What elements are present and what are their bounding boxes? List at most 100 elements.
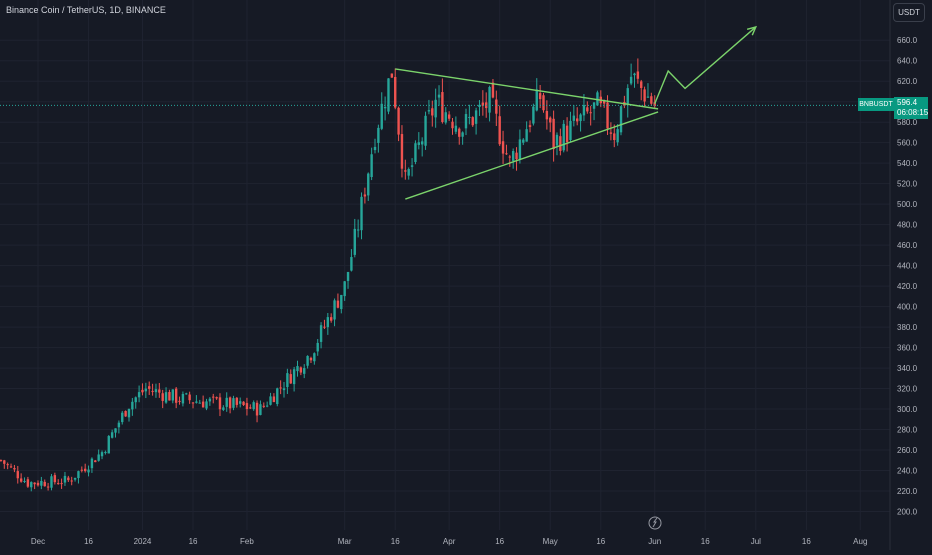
candle-body <box>9 466 13 468</box>
y-tick-label: 500.0 <box>897 200 918 209</box>
candle-body <box>404 170 407 172</box>
candle-body <box>252 402 255 410</box>
x-tick-label: 16 <box>391 537 400 546</box>
candle-body <box>390 73 394 78</box>
x-tick-label: Aug <box>853 537 867 546</box>
candle-body <box>383 106 387 109</box>
candle-body <box>565 125 569 143</box>
x-tick-label: 2024 <box>134 537 152 546</box>
candle-body <box>410 165 414 167</box>
candle-body <box>640 81 643 88</box>
candle-body <box>495 99 498 114</box>
ticker-label: BNBUSDT <box>858 98 894 111</box>
candle-body <box>511 151 515 161</box>
candle-body <box>549 117 552 123</box>
candle-body <box>528 125 532 127</box>
candle-body <box>437 94 441 98</box>
y-tick-label: 560.0 <box>897 139 918 148</box>
candle-body <box>225 397 228 407</box>
x-tick-label: Jun <box>648 537 661 546</box>
candle-body <box>57 483 60 485</box>
candle-body <box>576 118 579 122</box>
candle-body <box>525 129 528 142</box>
candle-body <box>582 105 586 116</box>
candle-body <box>212 396 215 398</box>
candle-body <box>73 477 77 480</box>
candle-body <box>555 134 559 146</box>
candle-body <box>124 410 127 417</box>
candle-body <box>545 111 549 120</box>
y-tick-label: 360.0 <box>897 344 918 353</box>
y-tick-label: 660.0 <box>897 36 918 45</box>
candle-body <box>481 102 485 106</box>
candle-body <box>613 133 616 141</box>
x-tick-label: Mar <box>338 537 352 546</box>
candle-body <box>269 396 272 405</box>
candle-body <box>198 402 201 404</box>
candle-body <box>97 454 100 461</box>
candle-body <box>178 400 181 402</box>
candle-body <box>100 452 104 457</box>
lightning-icon <box>652 517 658 528</box>
candle-body <box>498 116 501 145</box>
candle-body <box>148 386 151 389</box>
candle-body <box>222 407 225 410</box>
candle-body <box>131 401 134 410</box>
candle-body <box>535 89 538 111</box>
candle-body <box>117 422 121 428</box>
candle-body <box>505 153 508 155</box>
candle-body <box>363 194 367 197</box>
candle-body <box>174 388 178 403</box>
candle-body <box>195 401 198 403</box>
candle-body <box>602 100 606 104</box>
y-tick-label: 580.0 <box>897 118 918 127</box>
candle-body <box>0 460 3 462</box>
y-tick-label: 460.0 <box>897 241 918 250</box>
triangle-trendline <box>405 111 659 200</box>
candle-body <box>215 397 218 399</box>
candle-body <box>259 404 262 415</box>
candle-body <box>279 387 282 389</box>
candle-body <box>242 401 245 406</box>
candle-body <box>309 357 313 361</box>
candle-body <box>367 173 370 196</box>
candle-body <box>586 107 589 112</box>
candle-body <box>141 389 144 393</box>
candle-body <box>36 482 40 486</box>
candle-body <box>245 403 249 410</box>
candle-body <box>542 95 545 111</box>
candle-body <box>508 156 511 158</box>
candle-body <box>164 392 168 403</box>
candle-body <box>299 367 303 373</box>
candle-body <box>441 92 444 122</box>
currency-unit-button[interactable]: USDT <box>893 3 925 22</box>
candle-body <box>137 392 141 398</box>
candle-body <box>626 88 629 104</box>
candle-body <box>316 342 319 352</box>
candle-body <box>420 141 424 145</box>
candle-body <box>633 73 636 76</box>
candle-body <box>326 317 330 328</box>
candle-body <box>296 366 299 372</box>
candle-body <box>208 398 212 402</box>
candle-body <box>80 469 84 471</box>
candle-body <box>94 460 97 463</box>
candle-body <box>53 475 57 483</box>
candle-body <box>3 460 6 464</box>
candle-body <box>532 106 535 124</box>
candle-body <box>63 475 67 483</box>
candle-body <box>427 110 431 112</box>
candle-body <box>596 92 599 106</box>
candle-body <box>306 355 309 366</box>
candle-body <box>110 432 114 438</box>
candle-body <box>67 477 70 481</box>
candle-body <box>552 118 555 150</box>
candle-body <box>114 428 117 433</box>
last-price-badge: 596.4 06:08:15 <box>894 97 928 119</box>
y-tick-label: 440.0 <box>897 262 918 271</box>
candle-body <box>191 402 195 404</box>
x-tick-label: 16 <box>802 537 811 546</box>
candle-body <box>313 353 316 362</box>
